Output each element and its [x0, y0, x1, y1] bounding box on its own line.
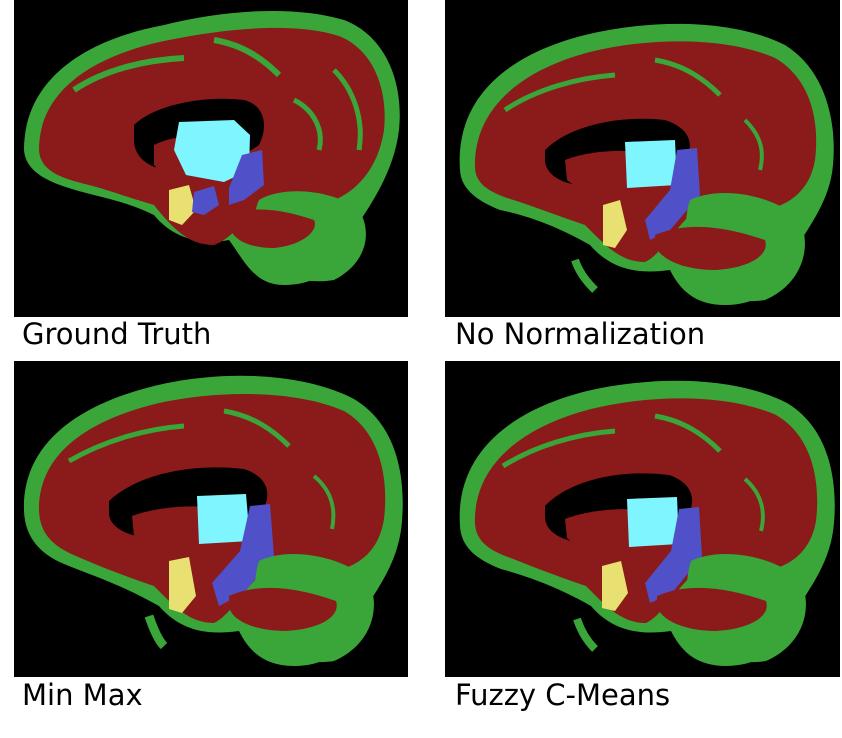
- fuzzy-c-means-panel: [445, 361, 840, 677]
- min-max-caption: Min Max: [22, 678, 143, 712]
- no-normalization-caption: No Normalization: [455, 317, 706, 351]
- no-normalization-brain-segmentation: [445, 0, 840, 317]
- ground-truth-brain-segmentation: [14, 0, 408, 317]
- fuzzy-c-means-brain-segmentation: [445, 361, 840, 677]
- min-max-brain-segmentation: [14, 361, 408, 677]
- ground-truth-panel: [14, 0, 408, 317]
- ground-truth-caption: Ground Truth: [22, 317, 212, 351]
- fuzzy-c-means-caption: Fuzzy C-Means: [455, 678, 671, 712]
- min-max-panel: [14, 361, 408, 677]
- no-normalization-panel: [445, 0, 840, 317]
